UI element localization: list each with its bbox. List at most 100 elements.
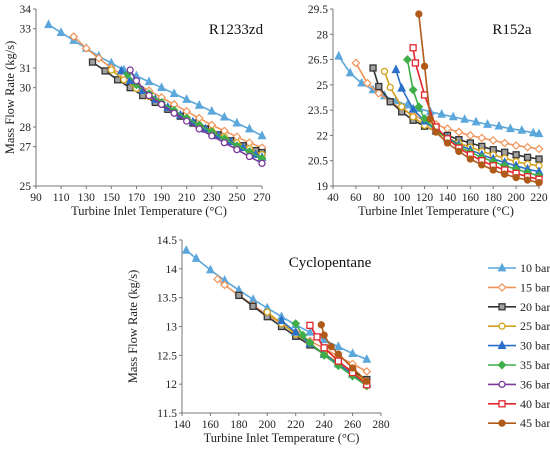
- x-axis-title: Turbine Inlet Temperature (°C): [358, 204, 514, 218]
- data-point: [213, 274, 222, 284]
- data-point: [183, 117, 191, 125]
- x-tick-label: 230: [203, 192, 221, 204]
- data-point: [313, 333, 321, 341]
- y-tick-label: 13: [166, 322, 178, 334]
- data-point: [257, 130, 267, 140]
- x-tick-label: 280: [372, 419, 390, 431]
- data-point: [116, 65, 126, 75]
- data-point: [420, 62, 429, 70]
- legend-item: 10 bar: [488, 261, 550, 275]
- legend-marker: [498, 303, 506, 311]
- legend-marker: [497, 360, 507, 370]
- data-point: [512, 173, 520, 182]
- data-point: [182, 94, 192, 103]
- data-point: [488, 136, 498, 145]
- data-point: [414, 102, 424, 112]
- y-tick-label: 28: [317, 29, 329, 41]
- data-point: [298, 330, 308, 340]
- y-tick-label: 22: [317, 130, 329, 142]
- chart-title: Cyclopentane: [289, 255, 372, 271]
- data-point: [415, 10, 423, 18]
- data-point: [494, 120, 504, 130]
- series-line: [320, 324, 368, 382]
- data-point: [157, 100, 166, 109]
- x-tick-label: 240: [316, 419, 334, 431]
- data-point: [408, 103, 418, 113]
- data-point: [245, 152, 254, 161]
- y-tick-label: 12: [166, 379, 178, 391]
- data-point: [466, 155, 474, 163]
- series-line: [73, 35, 263, 149]
- data-point: [306, 321, 314, 329]
- x-axis-title: Turbine Inlet Temperature (°C): [204, 431, 360, 445]
- data-point: [397, 82, 407, 92]
- data-point: [132, 77, 141, 85]
- data-point: [420, 91, 429, 99]
- data-point: [363, 377, 371, 385]
- data-point: [345, 67, 355, 77]
- data-point: [391, 64, 401, 74]
- y-tick-label: 23.5: [308, 105, 328, 117]
- y-tick-label: 33: [20, 24, 32, 36]
- data-point: [207, 105, 217, 115]
- data-point: [501, 148, 509, 156]
- data-point: [528, 127, 538, 137]
- data-point: [194, 100, 204, 109]
- x-tick-label: 160: [462, 192, 480, 204]
- series-line: [412, 47, 540, 181]
- data-point: [101, 67, 109, 75]
- data-point: [411, 59, 420, 67]
- legend-label: 40 bar: [520, 397, 550, 411]
- series-line: [48, 24, 263, 137]
- data-point: [113, 76, 122, 84]
- data-point: [69, 32, 79, 41]
- legend-marker: [498, 322, 506, 330]
- data-point: [317, 321, 325, 329]
- data-point: [305, 326, 315, 336]
- x-tick-label: 150: [103, 192, 121, 204]
- y-tick-label: 20.5: [308, 156, 328, 168]
- y-tick-label: 13.5: [157, 293, 177, 305]
- x-tick-label: 180: [230, 419, 248, 431]
- y-tick-label: 27: [20, 142, 32, 154]
- legend-marker: [498, 400, 506, 408]
- data-point: [291, 319, 301, 329]
- series-36-bar: [126, 66, 266, 168]
- data-point: [348, 348, 357, 357]
- data-point: [362, 78, 372, 88]
- legend-item: 30 bar: [488, 339, 550, 353]
- legend-marker: [497, 282, 507, 292]
- data-point: [319, 350, 329, 360]
- y-tick-label: 25: [317, 80, 329, 92]
- y-tick-label: 14.5: [157, 235, 177, 247]
- data-point: [233, 145, 241, 154]
- data-point: [258, 159, 266, 168]
- legend-label: 25 bar: [520, 319, 550, 333]
- data-point: [489, 166, 497, 174]
- y-tick-label: 29.5: [308, 4, 328, 16]
- data-point: [448, 111, 458, 121]
- data-point: [220, 139, 228, 147]
- data-point: [409, 44, 417, 52]
- data-point: [44, 19, 53, 29]
- data-point: [181, 245, 191, 254]
- legend-label: 35 bar: [520, 358, 550, 372]
- data-point: [206, 264, 215, 274]
- series-15-bar: [69, 32, 267, 153]
- series-line: [372, 67, 540, 160]
- chart-panel-0: 90 110 130 150 170 190 210 230 250 270 25 27 28 30 31 3…: [3, 4, 271, 218]
- data-point: [144, 76, 154, 86]
- data-point: [534, 144, 544, 154]
- legend-item: 40 bar: [488, 397, 550, 411]
- data-point: [442, 124, 452, 134]
- data-point: [386, 98, 394, 106]
- x-tick-label: 40: [327, 192, 339, 204]
- data-point: [478, 161, 486, 169]
- legend-label: 36 bar: [520, 377, 550, 391]
- data-point: [477, 133, 487, 143]
- data-point: [232, 117, 242, 127]
- x-tick-label: 80: [373, 192, 385, 204]
- data-point: [523, 142, 533, 152]
- series-line: [338, 55, 540, 135]
